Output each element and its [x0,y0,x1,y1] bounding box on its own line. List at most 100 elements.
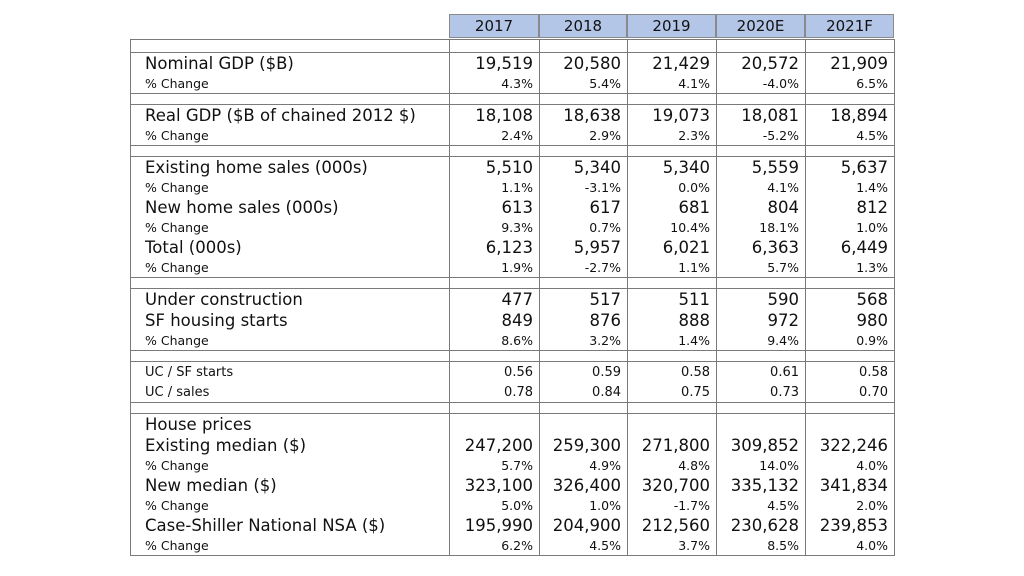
table-cell: 681 [627,197,717,218]
divider-cell [716,402,806,414]
divider-cell [130,402,450,414]
table-cell: 9.4% [716,331,806,351]
table-cell [627,413,717,435]
table-cell: 309,852 [716,435,806,456]
table-cell: 239,853 [805,515,895,536]
table-cell: 212,560 [627,515,717,536]
section-divider [130,145,895,157]
table-cell: 335,132 [716,475,806,496]
table-cell: 247,200 [449,435,540,456]
row-label: New home sales (000s) [130,197,450,218]
table-row: New home sales (000s) 613 617 681 804 812 [130,197,895,218]
column-header-row: 2017 2018 2019 2020E 2021F [130,14,894,39]
table-cell: 2.3% [627,126,717,146]
table-cell: 322,246 [805,435,895,456]
table-cell: 0.58 [627,361,717,382]
section-divider [130,93,895,105]
table-cell: 5,510 [449,156,540,178]
table-cell: 4.0% [805,536,895,556]
forecast-table-frame: 2017 2018 2019 2020E 2021F Nominal GDP ($B) 1… [130,14,895,562]
table-cell: 341,834 [805,475,895,496]
table-cell: 876 [539,310,628,331]
table-cell: 14.0% [716,456,806,475]
table-cell: 18.1% [716,218,806,237]
table-cell: 19,519 [449,52,540,74]
table-cell [716,413,806,435]
table-cell: 5,559 [716,156,806,178]
table-cell: 19,073 [627,104,717,126]
divider-cell [539,402,628,414]
divider-cell [130,93,450,105]
divider-cell [449,402,540,414]
table-cell: 477 [449,288,540,310]
table-cell: 804 [716,197,806,218]
table-row: UC / SF starts 0.56 0.59 0.58 0.61 0.58 [130,361,895,382]
table-cell: 4.0% [805,456,895,475]
section-divider [130,277,895,289]
column-header: 2017 [449,14,539,38]
table-cell: 980 [805,310,895,331]
table-cell: 9.3% [449,218,540,237]
row-label: % Change [130,331,450,351]
table-cell: 21,429 [627,52,717,74]
table-cell: -1.7% [627,496,717,515]
divider-cell [716,277,806,289]
divider-cell [716,93,806,105]
divider-cell [539,350,628,362]
table-cell: 3.7% [627,536,717,556]
table-row: House prices [130,413,895,435]
table-cell: -3.1% [539,178,628,197]
divider-cell [627,277,717,289]
row-label: Case-Shiller National NSA ($) [130,515,450,536]
table-body: Nominal GDP ($B) 19,519 20,580 21,429 20,572… [130,39,895,556]
table-cell: 6,363 [716,237,806,258]
table-row: UC / sales 0.78 0.84 0.75 0.73 0.70 [130,382,895,403]
table-row: % Change 1.1% -3.1% 0.0% 4.1% 1.4% [130,178,895,197]
table-cell: 568 [805,288,895,310]
table-cell: 0.73 [716,382,806,403]
divider-cell [627,39,717,53]
divider-cell [805,39,895,53]
table-cell: 5,340 [627,156,717,178]
divider-cell [539,145,628,157]
table-cell: 8.5% [716,536,806,556]
table-cell: 4.5% [539,536,628,556]
table-cell: -2.7% [539,258,628,278]
table-cell: 0.75 [627,382,717,403]
row-label: Existing home sales (000s) [130,156,450,178]
row-label: SF housing starts [130,310,450,331]
table-row: Real GDP ($B of chained 2012 $) 18,108 18,… [130,104,895,126]
table-cell: 4.8% [627,456,717,475]
divider-cell [130,277,450,289]
table-cell: 18,108 [449,104,540,126]
table-cell: 0.7% [539,218,628,237]
table-cell: 812 [805,197,895,218]
table-cell: 613 [449,197,540,218]
row-label: Total (000s) [130,237,450,258]
section-divider [130,350,895,362]
table-cell: 6,123 [449,237,540,258]
divider-cell [627,350,717,362]
table-cell: -4.0% [716,74,806,94]
table-cell: 0.70 [805,382,895,403]
table-cell: 6,021 [627,237,717,258]
row-label: % Change [130,126,450,146]
table-cell: 6.2% [449,536,540,556]
column-header: 2019 [627,14,716,38]
column-header: 2020E [716,14,805,38]
table-row: Total (000s) 6,123 5,957 6,021 6,363 6,449 [130,237,895,258]
table-cell: 0.0% [627,178,717,197]
table-row: Existing home sales (000s) 5,510 5,340 5,34… [130,156,895,178]
table-cell [449,413,540,435]
table-cell: 888 [627,310,717,331]
table-cell: 1.0% [539,496,628,515]
table-cell: 20,580 [539,52,628,74]
table-cell: 1.0% [805,218,895,237]
row-label: % Change [130,178,450,197]
table-row: % Change 1.9% -2.7% 1.1% 5.7% 1.3% [130,258,895,278]
row-label: House prices [130,413,450,435]
row-label: % Change [130,218,450,237]
table-cell: 6.5% [805,74,895,94]
table-cell: 1.4% [805,178,895,197]
table-cell: -5.2% [716,126,806,146]
